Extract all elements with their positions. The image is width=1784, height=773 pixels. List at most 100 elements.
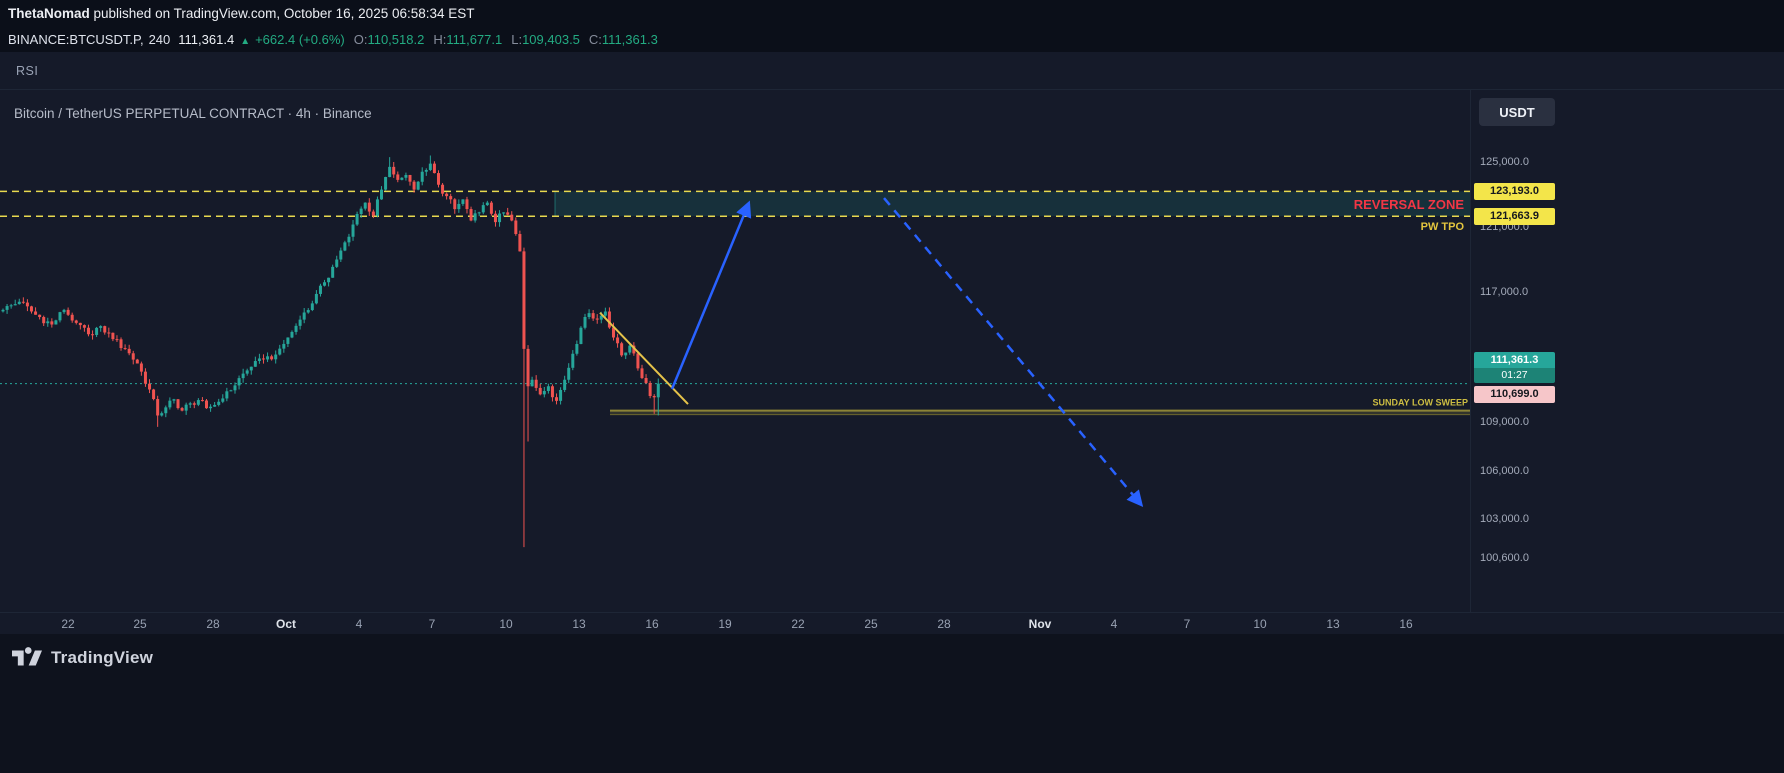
candle-body	[213, 404, 217, 407]
time-axis[interactable]: 22 25 28 Oct 4 7 10 13 16 19 22 25 28 Nov 4 7 10 13 16	[0, 612, 1784, 634]
candle-body	[323, 282, 327, 286]
price-level-label: 121,663.9	[1474, 207, 1555, 225]
candle-body	[591, 313, 595, 319]
candle-body	[70, 314, 74, 321]
candle-body	[318, 285, 322, 294]
candle-body	[522, 251, 526, 349]
tradingview-logo-icon	[12, 647, 42, 666]
currency-toggle-button[interactable]: USDT	[1479, 98, 1555, 126]
candle-body	[82, 325, 86, 328]
bullish-path-arrow[interactable]	[670, 200, 752, 390]
candle-body	[502, 212, 506, 214]
candle-body	[152, 389, 156, 400]
candle-body	[355, 213, 359, 225]
candle-body	[567, 367, 571, 380]
price-axis[interactable]: 125,000.0 121,000.0 117,000.0 109,000.0 106,…	[1470, 90, 1784, 612]
candles	[1, 155, 660, 548]
candle-body	[469, 209, 473, 221]
candle-body	[196, 400, 200, 405]
candle-body	[616, 337, 620, 344]
candle-body	[50, 321, 54, 325]
candle-body	[477, 212, 481, 214]
time-tick: 13	[572, 617, 586, 631]
bearish-path-arrow[interactable]	[883, 197, 1144, 507]
candle-body	[607, 311, 611, 328]
close-value: 111,361.3	[601, 32, 658, 47]
candle-body	[347, 236, 351, 243]
tradingview-logo[interactable]: TradingView	[0, 634, 1784, 669]
candle-body	[127, 348, 131, 354]
candle-body	[237, 378, 241, 386]
candle-body	[245, 370, 249, 374]
candle-body	[367, 202, 371, 212]
candle-body	[428, 163, 432, 170]
candle-body	[648, 382, 652, 396]
candle-body	[559, 389, 563, 401]
last-price-value: 111,361.3	[1474, 351, 1555, 368]
down-trendline[interactable]	[599, 311, 689, 405]
chart-area: RSI Bitcoin / TetherUS PERPETUAL CONTRAC…	[0, 52, 1784, 612]
price-tick: 100,600.0	[1480, 552, 1529, 565]
candle-body	[493, 213, 497, 223]
time-tick: 13	[1326, 617, 1340, 631]
chart-title: Bitcoin / TetherUS PERPETUAL CONTRACT · …	[14, 106, 372, 121]
candle-body	[538, 387, 542, 395]
time-tick: 19	[718, 617, 732, 631]
candle-body	[652, 395, 656, 398]
candle-body	[95, 327, 99, 335]
candle-body	[74, 320, 78, 323]
candle-body	[78, 322, 82, 326]
price-change: +662.4 (+0.6%)	[255, 32, 345, 47]
bar-countdown: 01:27	[1474, 367, 1555, 383]
candle-body	[579, 327, 583, 344]
candle-body	[1, 309, 5, 312]
candle-body	[628, 345, 632, 353]
candle-body	[599, 315, 603, 320]
publish-info: published on TradingView.com, October 16…	[89, 6, 475, 21]
candle-body	[396, 174, 400, 180]
time-tick: Oct	[275, 617, 297, 631]
candle-body	[449, 196, 453, 200]
close-label: C:	[588, 32, 602, 47]
candle-body	[481, 205, 485, 213]
candle-body	[534, 379, 538, 388]
candle-body	[115, 339, 119, 341]
candle-body	[62, 309, 66, 313]
open-value: 110,518.2	[367, 32, 425, 47]
time-tick: 16	[1399, 617, 1413, 631]
author-name: ThetaNomad	[8, 6, 90, 21]
rsi-pane-label[interactable]: RSI	[16, 64, 39, 78]
candle-body	[510, 214, 514, 221]
candle-body	[160, 413, 164, 416]
candle-body	[441, 184, 445, 194]
candle-body	[168, 400, 172, 408]
candle-body	[34, 311, 38, 315]
candle-body	[253, 361, 257, 367]
candle-body	[603, 311, 607, 316]
candle-body	[225, 391, 229, 399]
candle-body	[432, 163, 436, 174]
candle-body	[314, 293, 318, 304]
candle-body	[180, 408, 184, 411]
symbol-name[interactable]: BINANCE:BTCUSDT.P,	[8, 32, 144, 47]
price-plot[interactable]: REVERSAL ZONE PW TPO SUNDAY LOW SWEEP	[0, 90, 1470, 612]
symbol-interval[interactable]: 240	[148, 32, 171, 47]
sunday-low-label: SUNDAY LOW SWEEP	[1372, 398, 1468, 408]
candle-body	[335, 259, 339, 267]
candle-body	[400, 177, 404, 180]
candle-body	[530, 379, 534, 387]
candle-body	[575, 343, 579, 354]
time-tick: 25	[864, 617, 878, 631]
candle-body	[363, 202, 367, 209]
candle-body	[583, 316, 587, 328]
candle-body	[420, 171, 424, 182]
candle-body	[371, 211, 375, 216]
candle-body	[13, 304, 17, 306]
time-tick: 22	[61, 617, 75, 631]
candle-body	[21, 301, 25, 303]
candle-body	[424, 169, 428, 172]
candle-body	[46, 321, 50, 324]
candle-body	[249, 366, 253, 371]
candle-body	[384, 177, 388, 190]
